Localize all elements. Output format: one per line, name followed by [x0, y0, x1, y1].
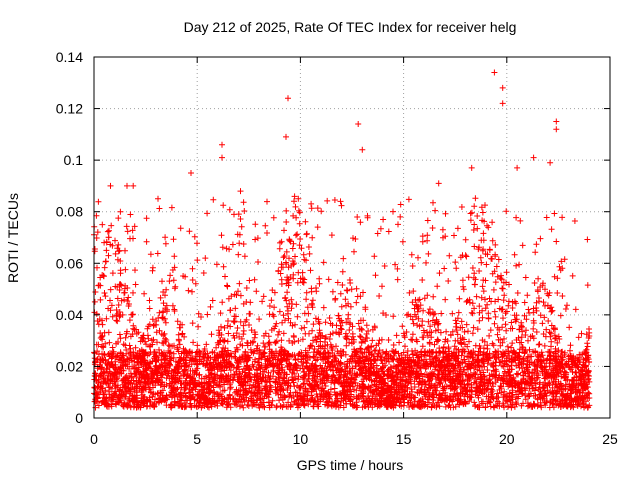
y-tick-label: 0 — [75, 410, 83, 426]
x-tick-label: 0 — [90, 431, 98, 447]
y-tick-label: 0.02 — [56, 358, 83, 374]
x-tick-label: 10 — [293, 431, 309, 447]
x-tick-label: 25 — [602, 431, 618, 447]
x-tick-label: 20 — [499, 431, 515, 447]
y-tick-label: 0.1 — [64, 152, 84, 168]
y-tick-label: 0.06 — [56, 255, 83, 271]
roti-plus-markers — [91, 69, 593, 411]
y-tick-label: 0.08 — [56, 204, 83, 220]
y-tick-label: 0.12 — [56, 101, 83, 117]
y-tick-label: 0.04 — [56, 307, 83, 323]
x-tick-label: 15 — [396, 431, 412, 447]
chart-title: Day 212 of 2025, Rate Of TEC Index for r… — [184, 19, 517, 35]
data-points — [91, 69, 593, 411]
axis-ticks — [93, 56, 611, 419]
y-tick-label: 0.14 — [56, 49, 83, 65]
y-axis-title: ROTI / TECUs — [5, 193, 21, 283]
x-tick-label: 5 — [193, 431, 201, 447]
tick-labels: 0 5 10 15 20 25 0 0.02 0.04 0.06 0.08 0.1 0.12 0.14 — [56, 49, 618, 447]
plot-frame — [93, 56, 611, 419]
x-axis-title: GPS time / hours — [297, 457, 404, 473]
